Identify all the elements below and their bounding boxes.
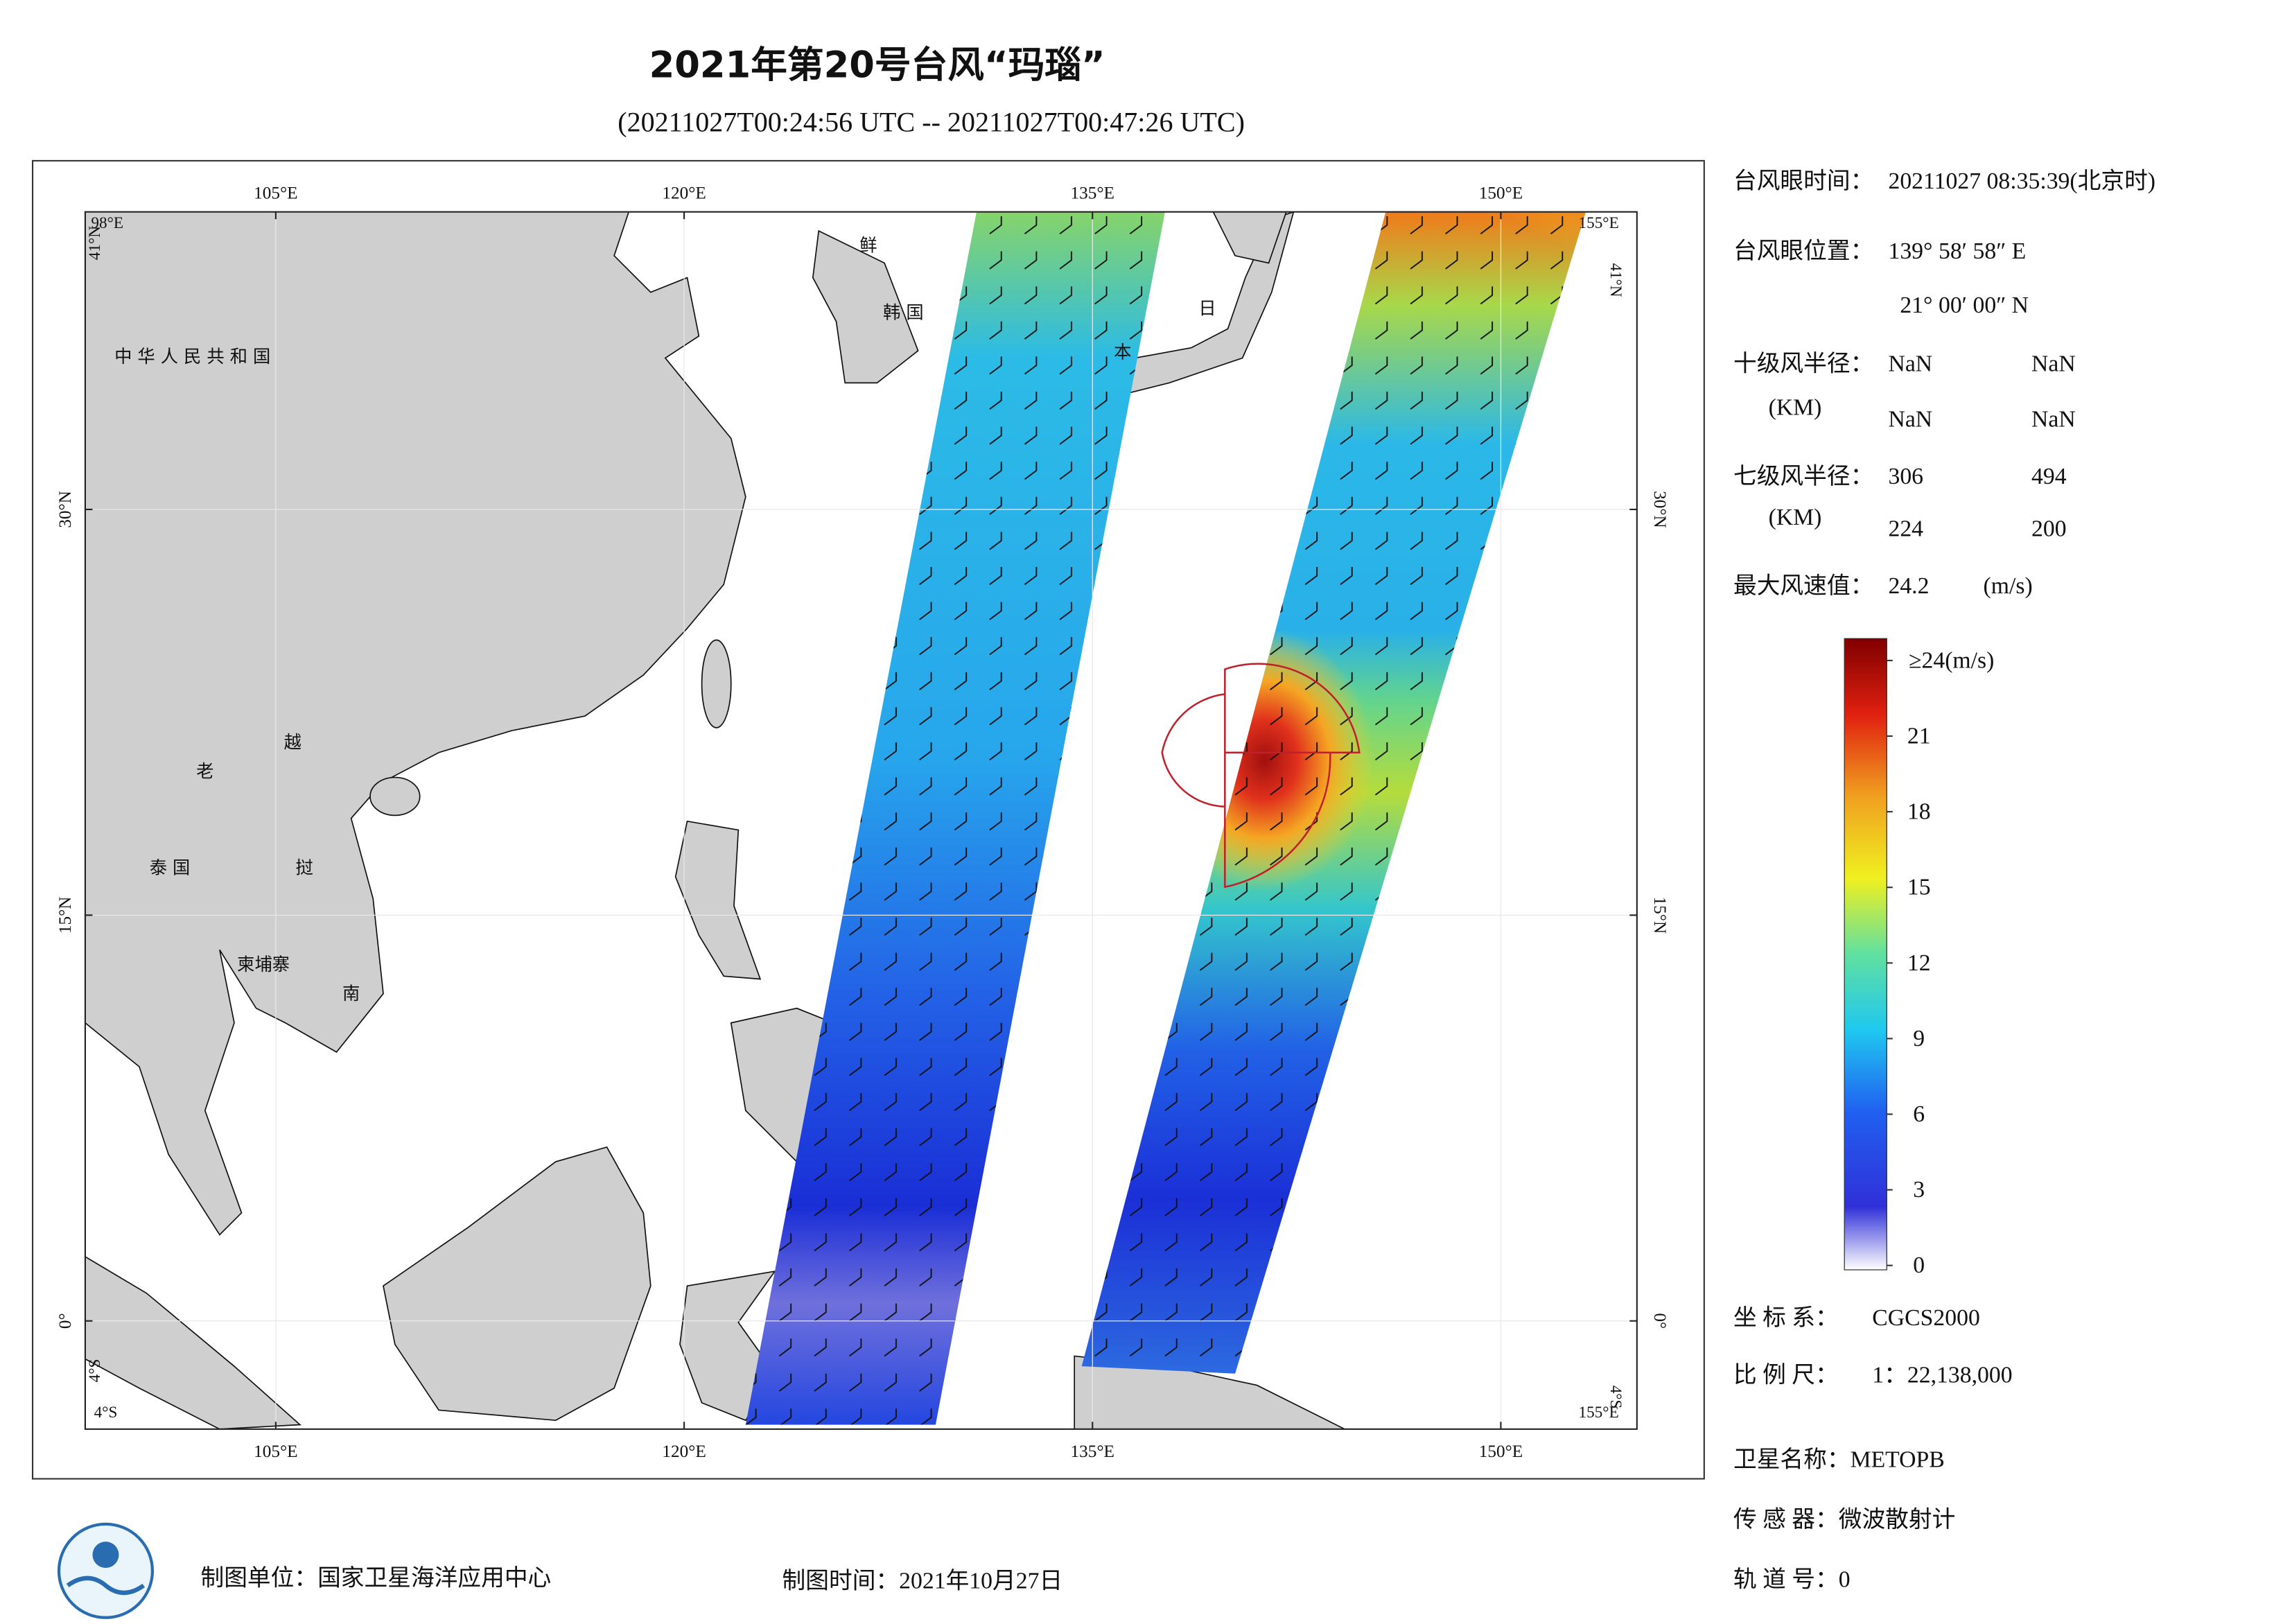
place-label: 南 (342, 984, 360, 1004)
colorbar-label: 12 (1907, 950, 1931, 976)
info-value: NaN (1888, 407, 1932, 433)
logo-ring (57, 1522, 155, 1619)
place-label: 韩 国 (883, 303, 924, 323)
place-label: 中 华 人 民 共 和 国 (114, 347, 270, 367)
footer-time: 制图时间：2021年10月27日 (782, 1568, 1063, 1594)
x-tick-label: 135°E (1071, 184, 1114, 203)
info-label: 最大风速值： (1733, 573, 1873, 599)
title: 2021年第20号台风“玛瑙” (649, 44, 1105, 87)
info-label: 台风眼位置： (1733, 238, 1873, 264)
y-tick-label: 15°N (55, 897, 75, 934)
info-value: 494 (2031, 464, 2067, 489)
corner-label: 4°S (94, 1404, 118, 1422)
place-label: 日 (1198, 298, 1216, 318)
land (85, 211, 1345, 1429)
info-value: NaN (2031, 407, 2076, 433)
wind-radius (1161, 663, 1361, 889)
y-tick-label: 0° (1650, 1313, 1670, 1329)
info-value: 306 (1888, 464, 1923, 489)
info-panel: 台风眼时间： 20211027 08:35:39(北京时) 台风眼位置： 139… (1733, 168, 2155, 1593)
place-label: 鲜 (859, 236, 877, 256)
info-value: NaN (1888, 351, 1932, 376)
wind-barbs-west (745, 211, 1165, 1425)
map-body (85, 211, 1637, 1429)
logo-wave (66, 1575, 146, 1595)
info-value: 1：22,138,000 (1872, 1362, 2012, 1388)
info-value: 24.2 (1888, 573, 1929, 599)
info-value: 20211027 08:35:39(北京时) (1888, 168, 2155, 194)
info-label: 十级风半径： (1733, 350, 1873, 376)
x-tick-label: 105°E (254, 184, 297, 203)
corner-label: 4°S (86, 1359, 104, 1383)
x-tick-label: 135°E (1071, 1442, 1114, 1461)
x-tick-label: 105°E (254, 1442, 297, 1461)
y-tick-label: 30°N (55, 491, 75, 528)
place-label: 柬埔寨 (237, 954, 290, 975)
info-value: CGCS2000 (1872, 1305, 1980, 1331)
info-line: 卫星名称：METOPB (1733, 1447, 1945, 1473)
info-label: 七级风半径： (1733, 463, 1873, 489)
info-line: 传 感 器：微波散射计 (1733, 1506, 1955, 1533)
colorbar-label: 21 (1907, 724, 1931, 749)
x-tick-label: 120°E (662, 1442, 706, 1461)
map-border (84, 211, 1638, 1430)
colorbar-label: 0 (1913, 1252, 1925, 1278)
info-unit: (KM) (1769, 395, 1822, 421)
footer-unit: 制图单位：国家卫星海洋应用中心 (200, 1564, 551, 1591)
info-label: 比 例 尺： (1733, 1362, 1839, 1388)
logo-globe (92, 1542, 119, 1569)
corner-label: 41°N (86, 226, 104, 260)
info-label: 坐 标 系： (1733, 1304, 1839, 1331)
graticule (85, 211, 1637, 1429)
wind-barbs-east (1081, 211, 1586, 1374)
place-label: 挝 (296, 858, 313, 878)
colorbar-label: 18 (1907, 799, 1931, 825)
info-value: 21° 00′ 00″ N (1900, 293, 2029, 318)
colorbar-label: 6 (1913, 1101, 1925, 1127)
info-value: 139° 58′ 58″ E (1888, 238, 2026, 264)
corner-label: 98°E (91, 214, 123, 232)
info-value: NaN (2031, 351, 2076, 376)
colorbar-label: 15 (1907, 875, 1931, 900)
place-label: 越 (284, 732, 301, 752)
x-tick-label: 150°E (1479, 184, 1523, 203)
info-unit: (KM) (1769, 505, 1822, 530)
map-ticks: 105°E 105°E 120°E 120°E 135°E 135°E 150°E 150°E… (55, 184, 1670, 1461)
map-frame (31, 159, 1705, 1480)
y-tick-label: 15°N (1650, 897, 1670, 934)
place-label: 老 (196, 762, 213, 782)
colorbar-label: 9 (1913, 1026, 1925, 1051)
x-tick-label: 150°E (1479, 1442, 1523, 1461)
info-value: 224 (1888, 516, 1923, 542)
corner-label: 41°N (1607, 263, 1625, 297)
info-line: 轨 道 号：0 (1733, 1566, 1851, 1593)
x-tick-label: 120°E (662, 184, 706, 203)
colorbar (1844, 638, 1887, 1271)
colorbar-label: ≥24(m/s) (1909, 647, 1994, 673)
subtitle: (20211027T00:24:56 UTC -- 20211027T00:47… (618, 107, 1245, 138)
corner-label: 155°E (1579, 214, 1619, 232)
info-label: 台风眼时间： (1733, 168, 1873, 194)
logo (57, 1522, 155, 1619)
y-tick-label: 30°N (1650, 491, 1670, 528)
colorbar-ticks: 0 3 6 9 12 15 18 21 ≥24(m/s) (1887, 647, 1994, 1278)
place-label: 本 (1114, 342, 1131, 363)
place-label: 泰 国 (150, 858, 191, 878)
info-unit: (m/s) (1984, 573, 2033, 599)
corner-label: 155°E (1579, 1404, 1619, 1422)
info-value: 200 (2031, 516, 2067, 542)
y-tick-label: 0° (55, 1313, 75, 1329)
corner-label: 4°S (1607, 1386, 1625, 1409)
colorbar-label: 3 (1913, 1177, 1925, 1203)
